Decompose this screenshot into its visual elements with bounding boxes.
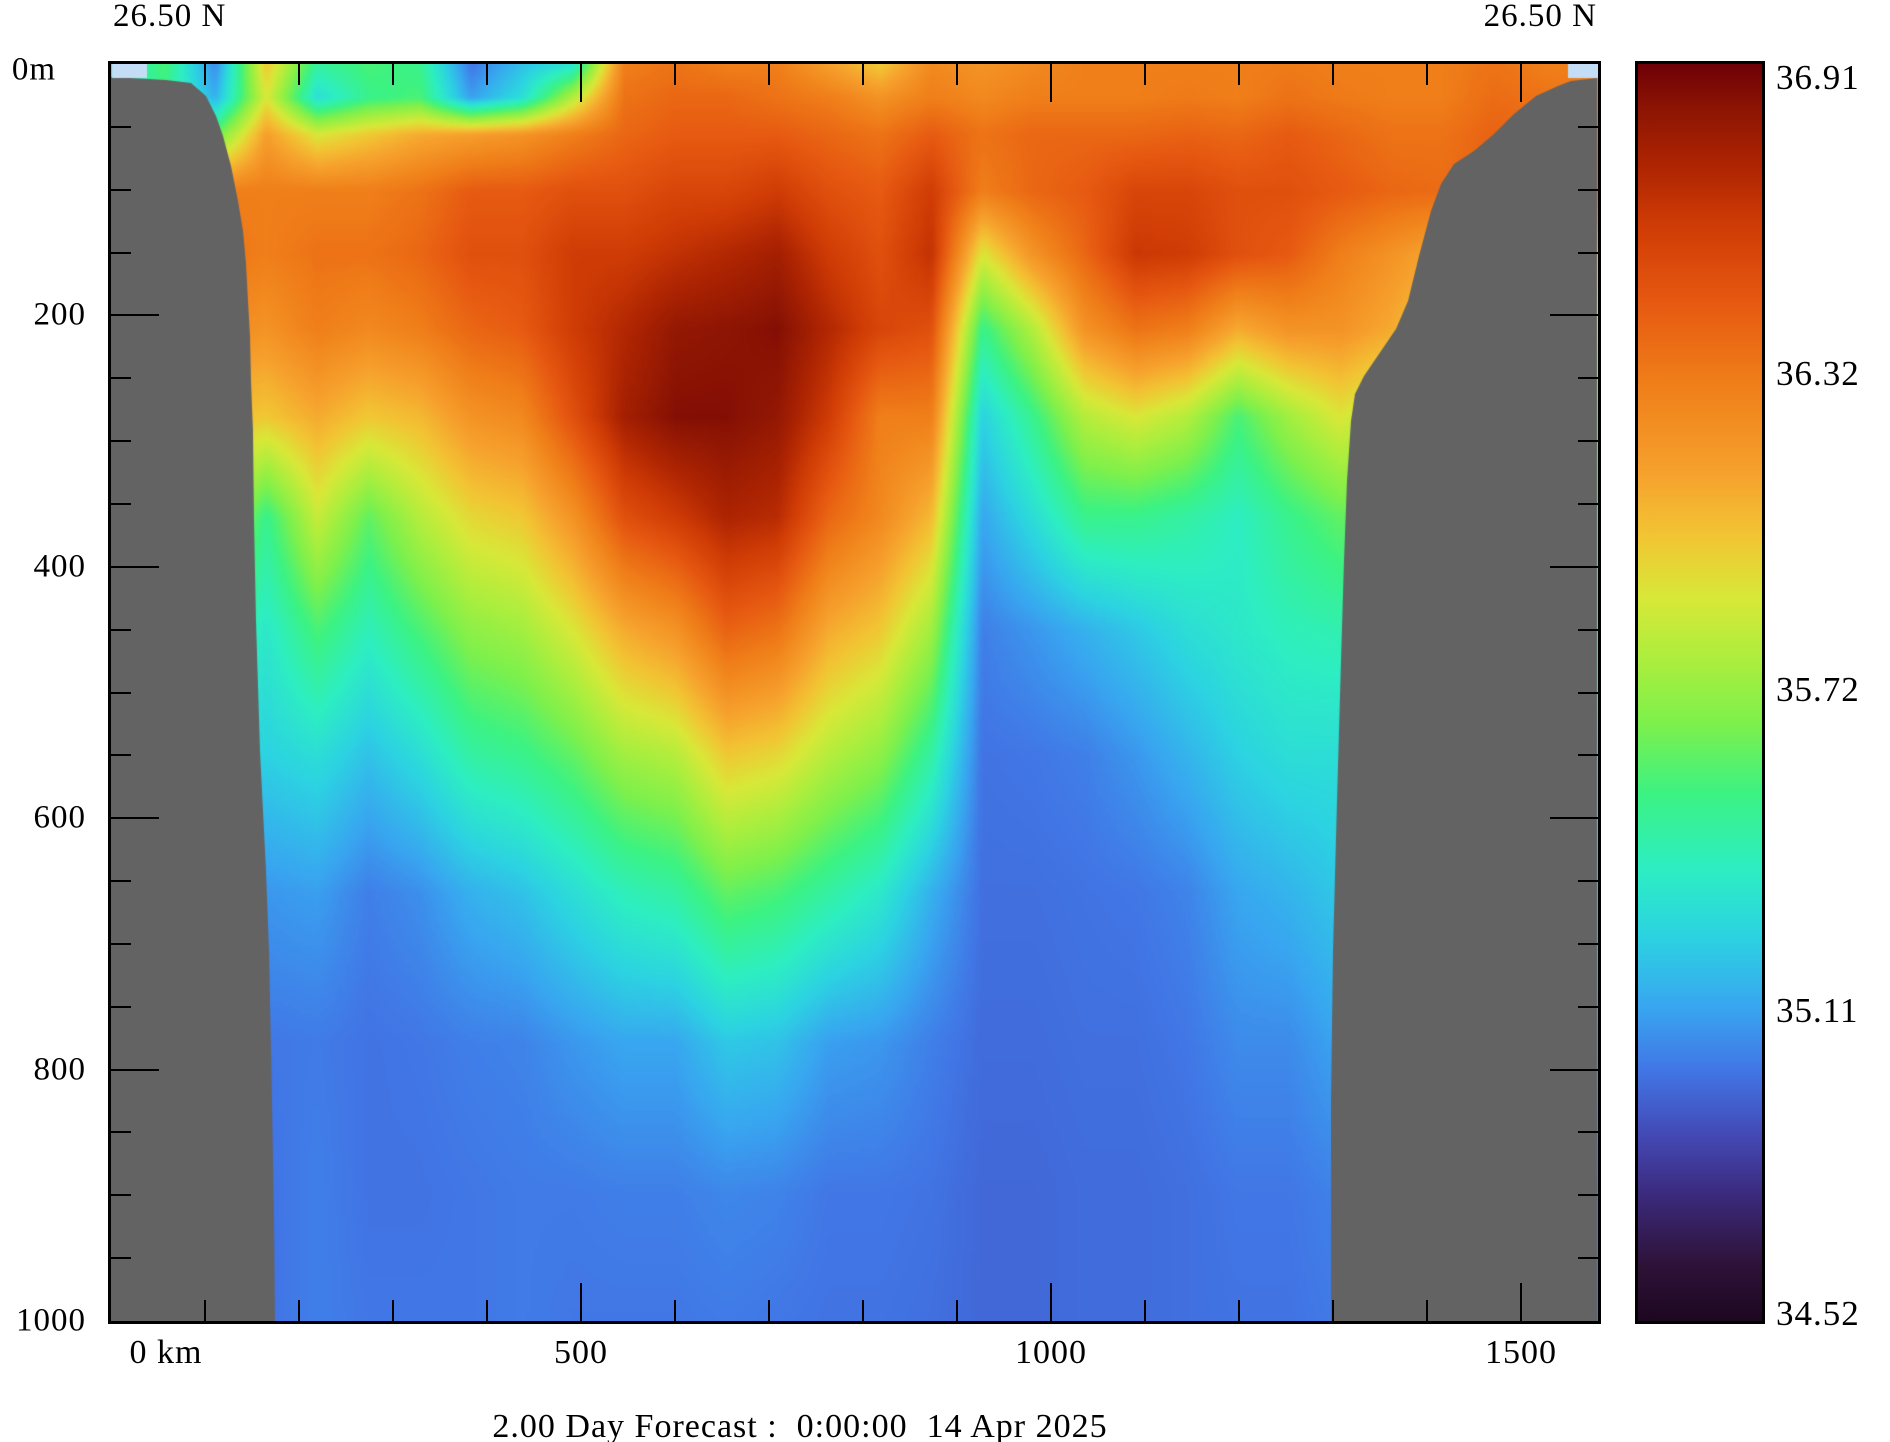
tick — [111, 377, 131, 379]
tick — [1238, 1300, 1240, 1321]
tick — [111, 1131, 131, 1133]
cross-section-plot — [108, 61, 1601, 1324]
tick — [1550, 817, 1598, 819]
tick — [111, 126, 131, 128]
tick — [1578, 440, 1598, 442]
west-latitude-label: 26.50 N — [113, 0, 227, 34]
tick — [1144, 64, 1146, 85]
tick — [1578, 1257, 1598, 1259]
tick — [1578, 629, 1598, 631]
tick — [1144, 1300, 1146, 1321]
depth-label: 1000 — [16, 1302, 86, 1339]
tick — [392, 64, 394, 85]
tick — [862, 1300, 864, 1321]
tick — [956, 1300, 958, 1321]
tick — [1578, 126, 1598, 128]
tick — [1578, 252, 1598, 254]
tick — [1578, 754, 1598, 756]
tick — [1520, 1283, 1522, 1321]
colorbar-tick-label: 35.72 — [1776, 669, 1860, 709]
tick — [1238, 64, 1240, 85]
tick — [956, 64, 958, 85]
tick — [486, 64, 488, 85]
tick — [1550, 566, 1598, 568]
colorbar-tick-label: 36.32 — [1776, 354, 1860, 394]
tick — [111, 1069, 159, 1071]
tick — [1426, 1300, 1428, 1321]
distance-label: 1500 — [1485, 1334, 1557, 1371]
tick — [298, 1300, 300, 1321]
tick — [1578, 189, 1598, 191]
tick — [111, 754, 131, 756]
tick — [1578, 377, 1598, 379]
colorbar-tick-label: 36.91 — [1776, 58, 1860, 97]
colorbar-tick-label: 34.52 — [1776, 1294, 1860, 1333]
tick — [674, 64, 676, 85]
tick — [111, 314, 159, 316]
tick — [298, 64, 300, 85]
tick — [1578, 880, 1598, 882]
colorbar-tick-label: 35.11 — [1776, 990, 1859, 1030]
tick — [111, 692, 131, 694]
tick — [1578, 503, 1598, 505]
tick — [674, 1300, 676, 1321]
tick — [1578, 943, 1598, 945]
east-latitude-label: 26.50 N — [1483, 0, 1597, 34]
salinity-field-canvas — [111, 64, 1598, 1321]
tick — [111, 1257, 131, 1259]
tick — [111, 880, 131, 882]
tick — [1332, 64, 1334, 85]
depth-label: 600 — [33, 799, 86, 836]
tick — [1578, 1131, 1598, 1133]
tick — [111, 252, 131, 254]
distance-label: 1000 — [1015, 1334, 1087, 1371]
forecast-caption: 2.00 Day Forecast : 0:00:00 14 Apr 2025 — [492, 1408, 1108, 1442]
depth-label: 0m — [11, 51, 56, 88]
tick — [580, 64, 582, 102]
tick — [111, 1006, 131, 1008]
tick — [862, 64, 864, 85]
tick — [111, 566, 159, 568]
tick — [1578, 1006, 1598, 1008]
tick — [111, 629, 131, 631]
tick — [1050, 64, 1052, 102]
tick — [111, 817, 159, 819]
tick — [1578, 692, 1598, 694]
tick — [204, 1300, 206, 1321]
distance-label: 500 — [554, 1334, 608, 1371]
tick — [111, 503, 131, 505]
tick — [768, 1300, 770, 1321]
distance-label: 0 km — [129, 1334, 203, 1371]
tick — [1426, 64, 1428, 85]
tick — [486, 1300, 488, 1321]
tick — [580, 1283, 582, 1321]
tick — [111, 189, 131, 191]
tick — [1050, 1283, 1052, 1321]
tick — [111, 440, 131, 442]
tick — [1550, 1069, 1598, 1071]
depth-label: 800 — [33, 1051, 86, 1088]
tick — [1520, 64, 1522, 102]
depth-label: 400 — [33, 548, 86, 585]
depth-label: 200 — [33, 296, 86, 333]
tick — [768, 64, 770, 85]
salinity-colorbar — [1635, 61, 1765, 1324]
tick — [204, 64, 206, 85]
tick — [392, 1300, 394, 1321]
tick — [1550, 314, 1598, 316]
tick — [111, 1194, 131, 1196]
tick — [1578, 1194, 1598, 1196]
tick — [111, 943, 131, 945]
tick — [1332, 1300, 1334, 1321]
